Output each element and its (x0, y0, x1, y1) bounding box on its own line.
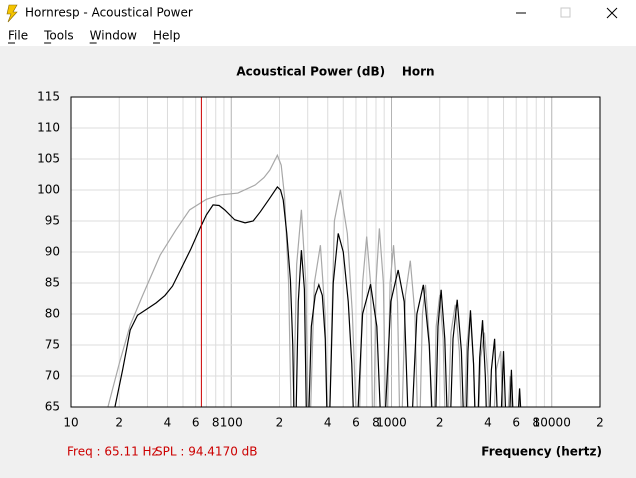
close-button[interactable] (606, 7, 618, 19)
x-tick-label: 2 (276, 416, 284, 430)
app-icon (6, 4, 18, 23)
y-tick-label: 105 (37, 152, 60, 166)
menu-item[interactable]: Help (153, 29, 180, 43)
menu: File Tools Window Help (8, 29, 180, 44)
x-tick-label: 1000 (376, 416, 407, 430)
x-tick-label: 4 (484, 416, 492, 430)
y-tick-label: 70 (45, 369, 60, 383)
x-tick-label: 6 (512, 416, 520, 430)
menu-item[interactable]: Tools (43, 29, 74, 43)
x-tick-label: 10 (63, 416, 78, 430)
y-tick-label: 115 (37, 90, 60, 104)
menu-item[interactable]: File (8, 29, 28, 43)
x-axis-label: Frequency (hertz) (481, 445, 602, 459)
menu-item[interactable]: Window (90, 29, 138, 43)
title-bar (0, 0, 636, 26)
plot-border (70, 96, 601, 408)
status-freq: Freq : 65.11 Hz (67, 445, 158, 459)
y-tick-label: 110 (37, 121, 60, 135)
y-tick-label: 75 (45, 338, 60, 352)
x-tick-label: 4 (164, 416, 172, 430)
x-tick-label: 2 (436, 416, 444, 430)
y-tick-label: 90 (45, 245, 60, 259)
y-tick-label: 95 (45, 214, 60, 228)
y-tick-label: 85 (45, 276, 60, 290)
x-tick-label: 6 (192, 416, 200, 430)
chart: Acoustical Power (dB) Horn Frequency (her… (37, 65, 604, 459)
x-tick-label: 4 (324, 416, 332, 430)
y-tick-label: 65 (45, 400, 60, 414)
chart-title: Acoustical Power (dB) Horn (236, 65, 434, 79)
maximize-button (560, 7, 571, 18)
x-tick-label: 2 (115, 416, 123, 430)
x-tick-label: 6 (352, 416, 360, 430)
x-tick-label: 8 (532, 416, 540, 430)
x-tick-label: 8 (212, 416, 220, 430)
y-tick-label: 100 (37, 183, 60, 197)
series-line (114, 185, 522, 407)
x-tick-label: 10000 (533, 416, 571, 430)
status-spl: SPL : 94.4170 dB (155, 445, 258, 459)
window-title: Hornresp - Acoustical Power (25, 6, 193, 20)
menu-bar (0, 26, 636, 46)
y-tick-label: 80 (45, 307, 60, 321)
x-tick-label: 100 (220, 416, 243, 430)
x-tick-label: 8 (372, 416, 380, 430)
x-tick-label: 2 (596, 416, 604, 430)
